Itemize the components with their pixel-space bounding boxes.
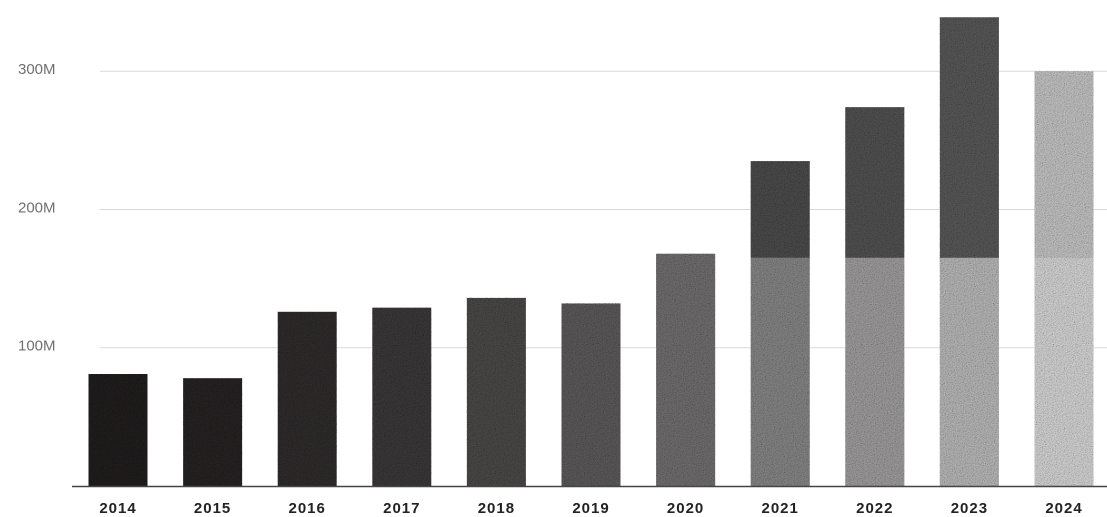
x-tick-label: 2015 xyxy=(194,500,231,517)
bar-2014 xyxy=(88,374,148,486)
bar-2022 xyxy=(845,107,905,486)
y-tick-label: 100M xyxy=(18,338,56,355)
bar-rect xyxy=(466,297,526,486)
bar-2021 xyxy=(750,161,810,486)
y-tick-label: 200M xyxy=(18,199,56,216)
x-tick-label: 2022 xyxy=(856,500,893,517)
bar-2017 xyxy=(372,307,432,486)
bar-rect xyxy=(561,303,621,486)
x-tick-label: 2020 xyxy=(667,500,704,517)
bar-2015 xyxy=(183,378,243,486)
x-axis-tick-labels: 2014 2015 2016 2017 2018 2019 2020 2021 2022 2023… xyxy=(99,500,1082,517)
bar-2019 xyxy=(561,303,621,486)
bar-2016 xyxy=(277,311,337,486)
bar-rect xyxy=(183,378,243,486)
x-tick-label: 2018 xyxy=(478,500,515,517)
bar-rect xyxy=(656,253,716,486)
x-tick-label: 2014 xyxy=(99,500,136,517)
bar-rect xyxy=(88,374,148,486)
x-tick-label: 2019 xyxy=(572,500,609,517)
y-tick-label: 300M xyxy=(18,61,56,78)
x-tick-label: 2023 xyxy=(951,500,988,517)
y-axis-tick-labels: 100M 200M 300M xyxy=(18,61,56,355)
x-tick-label: 2024 xyxy=(1045,500,1082,517)
x-tick-label: 2021 xyxy=(762,500,799,517)
bar-image-band xyxy=(939,17,999,258)
bar-rect xyxy=(277,311,337,486)
bar-rect xyxy=(372,307,432,486)
bar-2023 xyxy=(939,17,999,486)
bar-image-band xyxy=(1034,71,1094,258)
x-tick-label: 2016 xyxy=(289,500,326,517)
bar-2020 xyxy=(656,253,716,486)
bar-2018 xyxy=(466,297,526,486)
bars xyxy=(88,17,1094,486)
x-tick-label: 2017 xyxy=(383,500,420,517)
bar-image-band xyxy=(750,161,810,258)
bar-2024 xyxy=(1034,71,1094,486)
bar-image-band xyxy=(845,107,905,258)
